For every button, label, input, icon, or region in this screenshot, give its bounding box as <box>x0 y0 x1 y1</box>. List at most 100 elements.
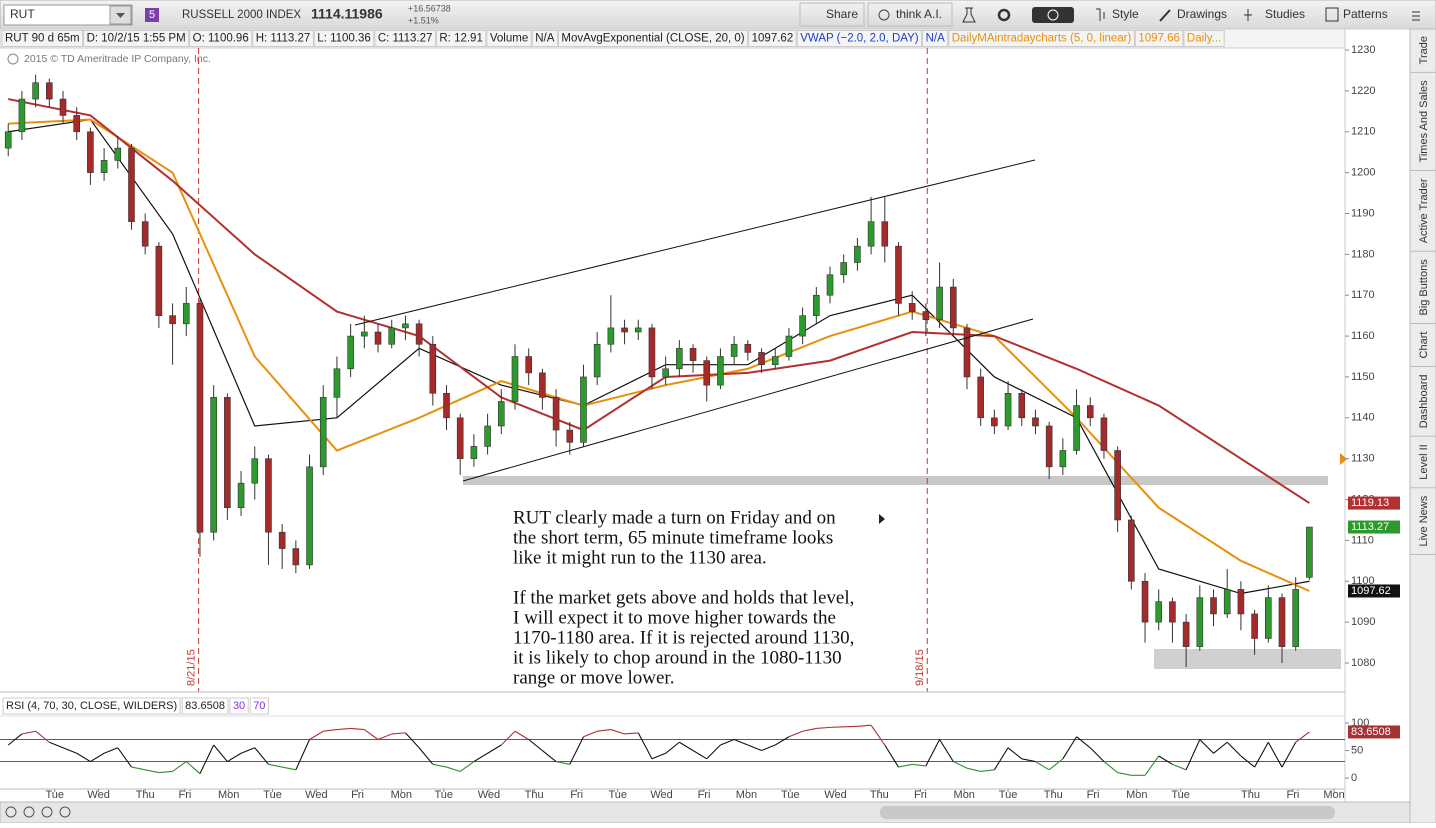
candle-body <box>210 397 217 533</box>
rsi-segment <box>857 724 872 727</box>
rsi-segment <box>227 752 242 763</box>
info-separator <box>486 30 532 47</box>
rsi-segment <box>1089 747 1105 762</box>
sidebar-tab[interactable]: Active Trader <box>1418 178 1430 243</box>
rsi-segment <box>624 732 639 735</box>
candle-body <box>347 335 354 370</box>
candle-body <box>73 115 81 133</box>
candle-body <box>593 343 601 378</box>
candle-body <box>949 286 957 329</box>
menu-icon[interactable] <box>1412 11 1420 21</box>
zoom-out[interactable] <box>5 806 17 818</box>
annotation-line: range or move lower. <box>513 667 674 688</box>
rsi-segment <box>651 752 666 760</box>
button-label[interactable]: Patterns <box>1343 7 1388 21</box>
zoom-reset[interactable] <box>59 806 71 818</box>
rsi-segment <box>377 733 392 741</box>
share-button[interactable] <box>799 2 865 27</box>
y-tick-label: 1200 <box>1351 167 1375 179</box>
x-tick-label: Mon <box>1323 789 1344 801</box>
rsi-segment <box>761 744 776 752</box>
rsi-segment <box>542 750 557 762</box>
candle-body <box>963 327 971 378</box>
candle-body <box>607 327 615 345</box>
info-item: L: 1100.36 <box>317 33 371 45</box>
rsi-segment <box>788 730 803 738</box>
rsi-segment <box>199 744 215 774</box>
support-zones <box>463 476 1341 669</box>
candle-body <box>237 482 245 509</box>
candle-body <box>881 221 889 247</box>
rsi-segment <box>898 763 913 768</box>
info-separator <box>796 30 923 47</box>
rsi-segment <box>925 739 941 767</box>
candle-body <box>539 372 546 398</box>
candle-body <box>936 286 943 321</box>
rsi-segment <box>1103 761 1118 773</box>
rsi-header: 30 <box>233 700 245 712</box>
clock-button[interactable] <box>1032 7 1074 23</box>
annotation-line: 1170-1180 area. If it is rejected around… <box>513 627 854 648</box>
info-separator <box>948 30 1135 47</box>
candle-body <box>1073 405 1080 451</box>
x-tick-label: Mon <box>391 789 412 801</box>
sidebar-tab[interactable]: Chart <box>1418 332 1430 359</box>
candle-body <box>1032 417 1039 427</box>
x-tick-label: Thu <box>1044 789 1063 801</box>
info-item: DailyMAintradaycharts (5, 0, linear) <box>952 33 1132 45</box>
candle-body <box>799 315 806 337</box>
sidebar-tab[interactable]: Big Buttons <box>1418 259 1430 316</box>
icon <box>1047 9 1059 21</box>
x-tick-label: Tue <box>608 789 627 801</box>
sidebar-tab[interactable]: Dashboard <box>1418 374 1430 428</box>
candle-body <box>1196 597 1204 647</box>
info-item: MovAvgExponential (CLOSE, 20, 0) <box>561 33 744 45</box>
candle-body <box>1237 589 1245 615</box>
rsi-segment <box>309 730 324 740</box>
gear-icon[interactable] <box>997 8 1011 22</box>
annotation-line: RUT clearly made a turn on Friday and on <box>513 507 836 528</box>
button-label[interactable]: Style <box>1112 7 1139 21</box>
candle-body <box>169 315 176 325</box>
sidebar-tab[interactable]: Trade <box>1418 36 1430 64</box>
candle-body <box>306 466 313 566</box>
info-separator <box>252 30 314 47</box>
net-change: +16.56738 <box>408 3 451 13</box>
sidebar-tab[interactable]: Live News <box>1418 495 1430 546</box>
rsi-panel: RSI (4, 70, 30, CLOSE, WILDERS) 83.6508 30… <box>0 697 1400 784</box>
candle-body <box>196 303 204 533</box>
symbol-box[interactable] <box>3 4 133 26</box>
sidebar-tab[interactable]: Level II <box>1418 444 1430 479</box>
rsi-segment <box>980 769 995 773</box>
y-tick-label: 1160 <box>1351 330 1375 342</box>
candle-body <box>580 376 587 443</box>
zoom-fit[interactable] <box>41 806 53 818</box>
rsi-segment <box>583 730 598 738</box>
info-separator <box>83 30 190 47</box>
button-label[interactable]: Studies <box>1265 7 1305 21</box>
info-separator <box>435 30 487 47</box>
rsi-segment <box>432 763 447 768</box>
candle-body <box>319 397 327 468</box>
info-item: H: 1113.27 <box>256 33 311 45</box>
candle-body <box>977 376 984 419</box>
rsi-segment <box>569 736 584 765</box>
x-tick-label: Mon <box>736 789 757 801</box>
candle-body <box>141 221 149 247</box>
flask-icon[interactable] <box>962 7 976 23</box>
candle-body <box>1086 405 1094 419</box>
rsi-segment <box>350 727 365 731</box>
candle-body <box>634 327 642 333</box>
rsi-segment <box>268 763 283 768</box>
scroll-thumb[interactable] <box>880 806 1335 819</box>
button-label[interactable]: Drawings <box>1177 7 1227 21</box>
info-icon[interactable] <box>7 53 19 65</box>
badge[interactable] <box>145 8 159 22</box>
candle-body <box>18 98 26 133</box>
zoom-in[interactable] <box>23 806 35 818</box>
sidebar-tab[interactable]: Times And Sales <box>1418 80 1430 163</box>
candle-body <box>388 327 396 345</box>
info-separator <box>189 30 253 47</box>
think-ai-button[interactable] <box>867 2 953 27</box>
play-arrow[interactable] <box>879 514 885 524</box>
